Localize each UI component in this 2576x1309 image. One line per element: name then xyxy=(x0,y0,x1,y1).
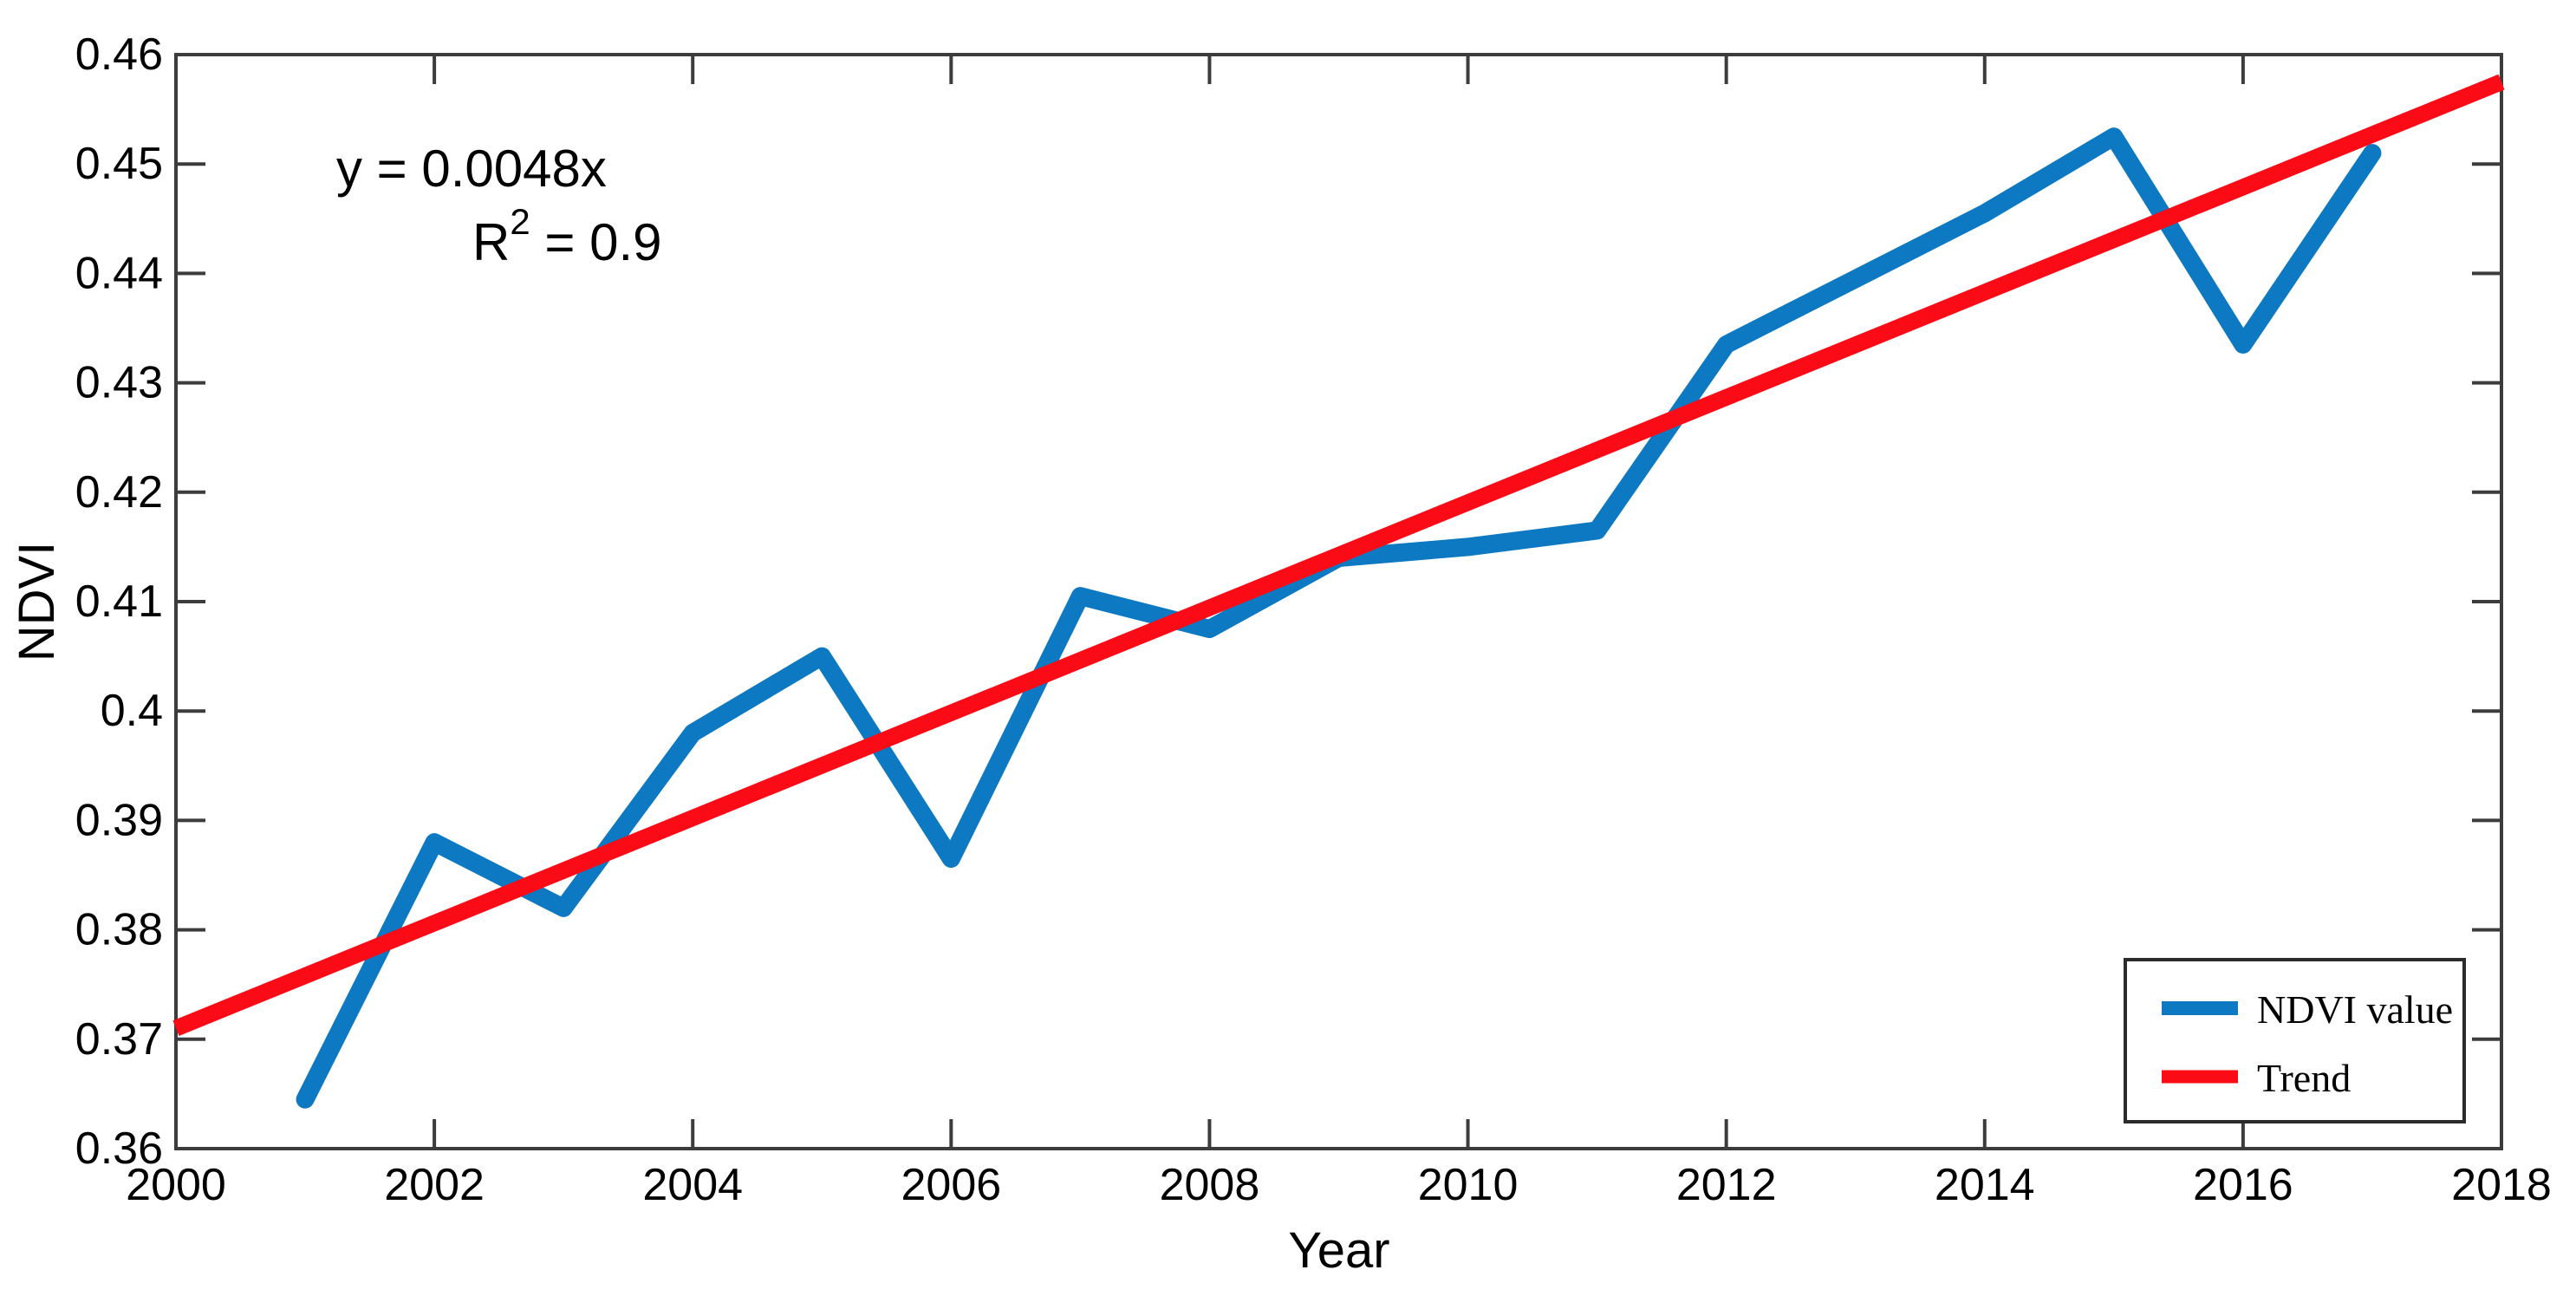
y-tick-label: 0.42 xyxy=(75,467,163,518)
trend-equation-text: y = 0.0048x xyxy=(336,140,607,198)
x-tick-label: 2002 xyxy=(384,1160,485,1210)
y-axis-tick-labels: 0.36 0.37 0.38 0.39 0.4 0.41 0.42 0.43 0.44 0.45 0… xyxy=(75,29,163,1174)
x-tick-label: 2004 xyxy=(642,1160,743,1210)
y-tick-label: 0.46 xyxy=(75,29,163,80)
x-tick-label: 2012 xyxy=(1676,1160,1777,1210)
trend-line xyxy=(172,74,2505,1036)
r-squared-text: R2 = 0.9 xyxy=(472,201,662,271)
x-tick-label: 2018 xyxy=(2451,1160,2552,1210)
y-tick-label: 0.43 xyxy=(75,358,163,408)
ndvi-value-line xyxy=(296,127,2382,1109)
legend: NDVI value Trend xyxy=(2124,958,2466,1123)
y-tick-label: 0.4 xyxy=(101,686,163,736)
r-squared-superscript: 2 xyxy=(510,201,530,242)
y-tick-label: 0.39 xyxy=(75,795,163,845)
legend-label-trend: Trend xyxy=(2257,1056,2351,1100)
x-axis-title: Year xyxy=(1288,1222,1389,1279)
r-squared-suffix: = 0.9 xyxy=(530,213,662,271)
x-tick-label: 2016 xyxy=(2193,1160,2293,1210)
r-squared-prefix: R xyxy=(472,213,510,271)
x-tick-label: 2014 xyxy=(1935,1160,2035,1210)
y-tick-label: 0.41 xyxy=(75,576,163,627)
x-axis-tick-labels: 2000 2002 2004 2006 2008 2010 2012 2014 2016 2018 xyxy=(126,1160,2552,1210)
x-tick-label: 2006 xyxy=(901,1160,1001,1210)
y-tick-label: 0.45 xyxy=(75,139,163,189)
x-axis-ticks xyxy=(174,55,2503,1149)
y-axis-title: NDVI xyxy=(9,542,65,662)
y-tick-label: 0.36 xyxy=(75,1123,163,1174)
x-tick-label: 2000 xyxy=(126,1160,226,1210)
x-tick-label: 2010 xyxy=(1418,1160,1519,1210)
y-tick-label: 0.37 xyxy=(75,1014,163,1065)
y-axis-ticks xyxy=(176,53,2501,1150)
legend-label-ndvi: NDVI value xyxy=(2257,987,2453,1032)
y-tick-label: 0.44 xyxy=(75,248,163,298)
legend-box xyxy=(2124,958,2466,1123)
x-tick-label: 2008 xyxy=(1160,1160,1260,1210)
y-tick-label: 0.38 xyxy=(75,905,163,955)
plot-series xyxy=(172,74,2505,1109)
